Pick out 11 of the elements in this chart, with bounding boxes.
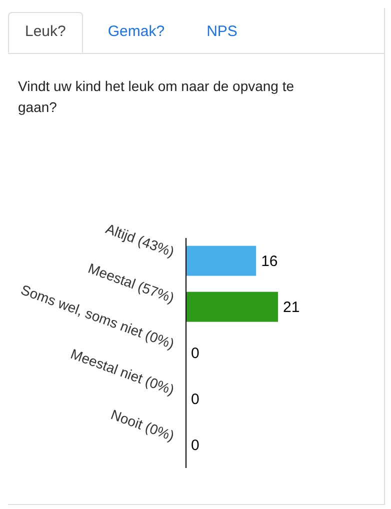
data-label: 16 bbox=[261, 252, 278, 270]
text: Leuk? bbox=[25, 23, 66, 40]
data-label: 0 bbox=[191, 390, 200, 408]
text: Gemak? bbox=[108, 23, 165, 40]
y-tick-label: Altijd (43%) bbox=[104, 220, 176, 260]
data-label: 21 bbox=[283, 298, 300, 316]
y-tick-label: Nooit (0%) bbox=[108, 406, 176, 444]
data-label: 0 bbox=[191, 436, 200, 454]
chart-title: Vindt uw kind het leuk om naar de opvang te gaan? bbox=[18, 77, 296, 117]
data-label: 0 bbox=[191, 344, 200, 362]
text: NPS bbox=[206, 23, 238, 40]
